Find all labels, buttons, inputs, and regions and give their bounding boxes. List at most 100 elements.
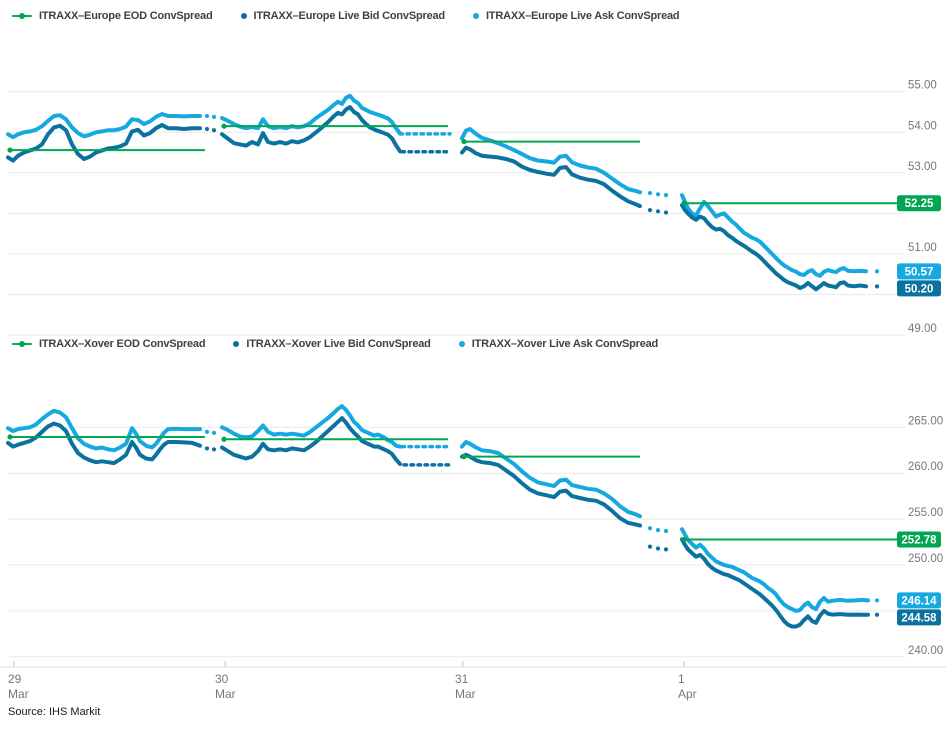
data-line <box>460 145 642 209</box>
badge-background <box>897 592 941 609</box>
series-bid-1[interactable] <box>6 416 880 629</box>
legend-item-label: ITRAXX–Europe Live Ask ConvSpread <box>485 10 680 22</box>
data-dot <box>647 190 653 196</box>
badge-value: 246.14 <box>901 595 937 607</box>
badge-background <box>897 195 941 212</box>
eod-marker-dot <box>19 341 25 347</box>
data-dot <box>655 209 661 214</box>
data-dot <box>211 430 217 435</box>
legend-item-label: ITRAXX–Europe Live Bid ConvSpread <box>253 10 446 22</box>
data-line <box>460 127 642 195</box>
legend-item-label: ITRAXX–Xover EOD ConvSpread <box>39 338 206 350</box>
x-axis-month-label: Mar <box>8 687 29 701</box>
data-dot <box>647 544 653 549</box>
badge-value: 50.20 <box>905 283 934 295</box>
badge-value: 252.78 <box>901 534 937 546</box>
eod-start-marker <box>7 147 13 153</box>
legend-item-ask-1[interactable]: ITRAXX–Xover Live Ask ConvSpread <box>458 338 659 350</box>
data-line <box>220 105 402 154</box>
bid-dot-icon <box>240 13 247 19</box>
chart-panel-1: 265.00 260.00 255.00 250.00 240.00 252.78 246.… <box>6 404 943 658</box>
legend-xover: ITRAXX–Xover EOD ConvSpread ITRAXX–Xover … <box>12 338 658 350</box>
data-dot <box>663 528 669 534</box>
y-axis-label: 53.00 <box>908 161 937 173</box>
legend-item-ask-0[interactable]: ITRAXX–Europe Live Ask ConvSpread <box>472 10 680 22</box>
data-dot <box>874 284 880 289</box>
data-dot <box>874 598 880 603</box>
data-dot <box>655 528 661 533</box>
last-value-badge-ask: 50.57 <box>897 263 941 280</box>
y-axis-label: 250.00 <box>908 553 943 565</box>
badge-background <box>897 263 941 280</box>
legend-europe: ITRAXX–Europe EOD ConvSpread ITRAXX–Europ… <box>12 10 680 22</box>
legend-item-eod-0[interactable]: ITRAXX–Europe EOD ConvSpread <box>12 10 213 22</box>
eod-start-marker <box>221 123 227 129</box>
last-value-badge-bid: 50.20 <box>897 280 941 297</box>
data-line <box>6 123 202 163</box>
eod-start-marker <box>7 434 13 440</box>
x-axis-month-label: Apr <box>678 687 697 701</box>
data-line <box>220 93 402 136</box>
legend-item-bid-0[interactable]: ITRAXX–Europe Live Bid ConvSpread <box>240 10 446 22</box>
badge-background <box>897 609 941 626</box>
y-axis-label: 51.00 <box>908 242 937 254</box>
data-line <box>6 408 202 453</box>
y-axis-label: 255.00 <box>908 507 943 519</box>
x-axis-day-label: 1 <box>678 672 685 686</box>
data-dot <box>204 126 210 132</box>
badge-background <box>897 531 941 548</box>
last-value-badge-bid: 244.58 <box>897 609 941 626</box>
series-ask-1[interactable] <box>6 404 880 613</box>
source-attribution: Source: IHS Markit <box>8 706 101 718</box>
eod-line-icon <box>12 341 32 347</box>
data-dot <box>663 210 669 215</box>
eod-start-marker <box>681 536 687 543</box>
eod-marker-dot <box>19 13 25 19</box>
eod-line-icon <box>12 13 32 19</box>
y-axis-label: 260.00 <box>908 461 943 473</box>
x-axis-day-label: 29 <box>8 672 22 686</box>
series-bid-0[interactable] <box>6 105 880 292</box>
badge-value: 52.25 <box>905 198 934 210</box>
data-line <box>680 527 870 613</box>
data-line <box>460 452 642 528</box>
series-ask-0[interactable] <box>6 93 880 278</box>
data-line <box>680 203 868 292</box>
eod-start-marker <box>681 200 687 206</box>
legend-item-bid-1[interactable]: ITRAXX–Xover Live Bid ConvSpread <box>233 338 431 350</box>
series-eod-0[interactable] <box>7 123 897 206</box>
data-dot <box>655 192 661 197</box>
data-line <box>220 416 402 466</box>
badge-background <box>897 280 941 297</box>
ask-dot-icon <box>458 341 465 347</box>
legend-item-label: ITRAXX–Europe EOD ConvSpread <box>39 10 213 22</box>
data-dot <box>874 269 880 274</box>
data-dot <box>211 128 217 133</box>
series-eod-1[interactable] <box>7 434 897 543</box>
data-line <box>680 537 870 629</box>
data-dot <box>204 429 210 434</box>
legend-item-label: ITRAXX–Xover Live Ask ConvSpread <box>471 338 659 350</box>
data-dot <box>647 526 653 531</box>
y-axis-label: 265.00 <box>908 415 943 427</box>
data-line <box>460 440 642 519</box>
y-axis-label: 55.00 <box>908 80 937 92</box>
data-dot <box>204 446 210 451</box>
data-dot <box>655 546 661 551</box>
legend-item-eod-1[interactable]: ITRAXX–Xover EOD ConvSpread <box>12 338 206 350</box>
x-axis-month-label: Mar <box>455 687 476 701</box>
chart-panel-0: 55.00 54.00 53.00 51.00 49.00 52.25 50.57 50.20 <box>6 80 941 336</box>
badge-value: 50.57 <box>905 266 934 278</box>
data-line <box>6 112 202 140</box>
data-dot <box>663 547 669 552</box>
data-line <box>220 404 402 449</box>
data-dot <box>874 612 880 617</box>
y-axis-label: 54.00 <box>908 120 937 132</box>
data-dot <box>663 193 669 198</box>
legend-item-label: ITRAXX–Xover Live Bid ConvSpread <box>246 338 431 350</box>
badge-value: 244.58 <box>901 612 937 624</box>
eod-start-marker <box>461 138 467 145</box>
